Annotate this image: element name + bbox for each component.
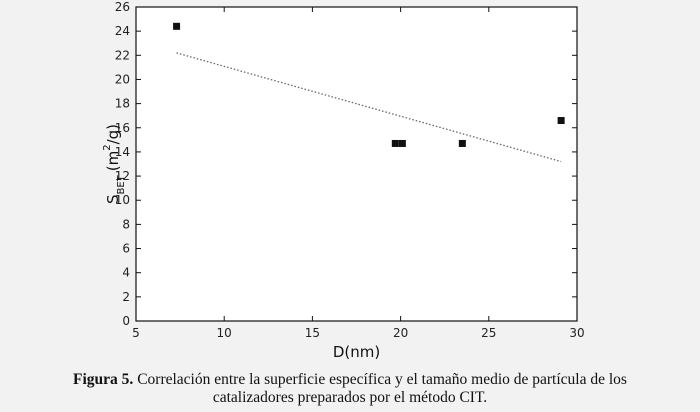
y-tick-label: 4 — [122, 266, 130, 280]
trendline — [176, 52, 562, 163]
figure-caption: Figura 5. Correlación entre la superfici… — [0, 371, 700, 407]
y-tick-label: 22 — [115, 48, 130, 62]
x-axis: 5 10 15 20 25 30 — [132, 7, 585, 340]
plot-frame — [135, 6, 578, 322]
y-tick-label: 0 — [122, 314, 130, 328]
y-tick-label: 8 — [122, 217, 130, 231]
y-tick-label: 18 — [115, 97, 130, 111]
x-tick-label: 10 — [217, 326, 232, 340]
y-label-subscript: BET — [116, 174, 127, 194]
x-tick-label: 15 — [305, 326, 320, 340]
y-axis-label-text: SBET (m2/g) — [102, 124, 127, 204]
y-tick-label: 10 — [115, 193, 130, 207]
y-tick-label: 16 — [115, 121, 130, 135]
y-axis-title: SBET (m2/g) — [102, 124, 127, 204]
y-tick-label: 26 — [115, 0, 130, 14]
x-tick-label: 20 — [393, 326, 408, 340]
y-tick-label: 6 — [122, 242, 130, 256]
y-tick-label: 24 — [115, 24, 130, 38]
y-tick-label: 14 — [115, 145, 130, 159]
y-label-superscript: 2 — [102, 144, 113, 150]
data-point — [391, 139, 399, 147]
x-axis-title: D(nm) — [333, 343, 380, 360]
data-points — [173, 22, 565, 147]
y-label-unit-prefix: (m — [104, 151, 122, 171]
plot-area — [135, 6, 578, 322]
x-tick-label: 25 — [481, 326, 496, 340]
data-point — [398, 139, 406, 147]
data-point — [458, 139, 466, 147]
y-label-unit-suffix: /g) — [104, 124, 122, 144]
y-tick-label: 2 — [122, 290, 130, 304]
data-point — [173, 22, 181, 30]
y-tick-label: 12 — [115, 169, 130, 183]
y-label-main: S — [104, 195, 122, 205]
caption-label: Figura 5. — [73, 371, 134, 388]
trendline-segment — [176, 52, 562, 163]
data-point — [557, 117, 565, 125]
caption-text-line2: catalizadores preparados por el método C… — [212, 389, 488, 406]
caption-text-line1: Correlación entre la superficie específi… — [133, 371, 627, 388]
y-tick-label: 20 — [115, 72, 130, 86]
x-tick-label: 30 — [569, 326, 584, 340]
x-tick-label: 5 — [132, 326, 140, 340]
